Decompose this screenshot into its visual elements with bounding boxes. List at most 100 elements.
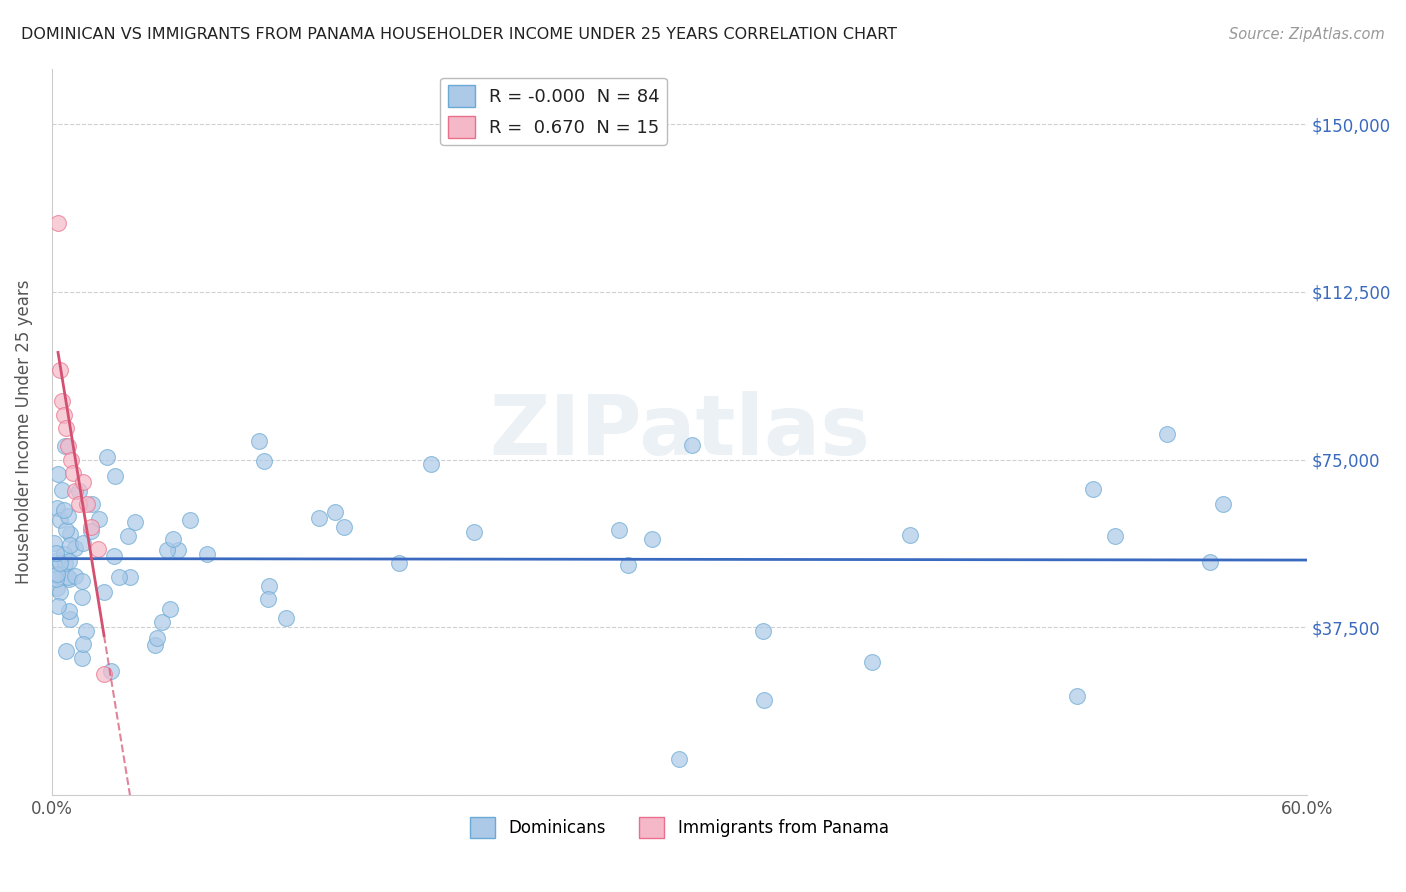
Point xyxy=(51,394,73,409)
Point xyxy=(46,467,69,482)
Point xyxy=(46,216,69,230)
Point xyxy=(70,591,93,605)
Legend: Dominicans, Immigrants from Panama: Dominicans, Immigrants from Panama xyxy=(464,811,896,845)
Point xyxy=(46,553,69,567)
Point xyxy=(55,644,77,658)
Point xyxy=(1104,529,1126,543)
Point xyxy=(257,592,280,607)
Point xyxy=(179,513,201,527)
Point xyxy=(56,509,79,524)
Point xyxy=(607,523,630,537)
Point xyxy=(463,524,485,539)
Point xyxy=(46,500,69,515)
Point xyxy=(159,602,181,616)
Point xyxy=(80,519,103,533)
Point xyxy=(56,570,79,584)
Y-axis label: Householder Income Under 25 years: Householder Income Under 25 years xyxy=(15,279,32,584)
Point xyxy=(249,434,271,449)
Point xyxy=(252,453,274,467)
Point xyxy=(387,556,409,570)
Point xyxy=(156,542,179,557)
Point xyxy=(59,612,82,626)
Point xyxy=(59,452,82,467)
Point xyxy=(46,566,69,581)
Point xyxy=(48,557,70,571)
Point xyxy=(44,536,66,550)
Point xyxy=(108,570,131,584)
Point xyxy=(58,604,80,618)
Point xyxy=(751,624,773,638)
Point xyxy=(754,693,776,707)
Point xyxy=(681,438,703,452)
Point xyxy=(146,631,169,645)
Point xyxy=(58,439,80,453)
Point xyxy=(93,585,115,599)
Point xyxy=(45,546,67,560)
Point xyxy=(62,466,84,480)
Point xyxy=(616,558,638,572)
Point xyxy=(124,515,146,529)
Point xyxy=(76,497,98,511)
Point xyxy=(640,533,662,547)
Point xyxy=(93,667,115,681)
Point xyxy=(898,528,921,542)
Point xyxy=(63,568,86,582)
Point xyxy=(58,554,80,568)
Point xyxy=(55,421,77,435)
Point xyxy=(67,484,90,499)
Point xyxy=(63,483,86,498)
Point xyxy=(104,469,127,483)
Point xyxy=(53,439,76,453)
Point xyxy=(53,502,76,516)
Point xyxy=(1156,427,1178,442)
Point xyxy=(1066,690,1088,704)
Point xyxy=(167,542,190,557)
Point xyxy=(48,599,70,614)
Point xyxy=(308,511,330,525)
Point xyxy=(96,450,118,465)
Point xyxy=(257,579,280,593)
Point xyxy=(100,664,122,678)
Point xyxy=(45,572,67,586)
Point xyxy=(82,497,104,511)
Point xyxy=(46,581,69,595)
Point xyxy=(72,637,94,651)
Point xyxy=(70,650,93,665)
Point xyxy=(80,524,103,538)
Point xyxy=(323,505,346,519)
Point xyxy=(59,526,82,541)
Point xyxy=(53,547,76,561)
Point xyxy=(150,615,173,629)
Point xyxy=(87,541,110,556)
Point xyxy=(103,549,125,563)
Point xyxy=(59,538,82,552)
Point xyxy=(53,408,76,422)
Point xyxy=(117,528,139,542)
Point xyxy=(49,585,72,599)
Point xyxy=(1212,497,1234,511)
Point xyxy=(72,536,94,550)
Text: DOMINICAN VS IMMIGRANTS FROM PANAMA HOUSEHOLDER INCOME UNDER 25 YEARS CORRELATIO: DOMINICAN VS IMMIGRANTS FROM PANAMA HOUS… xyxy=(21,27,897,42)
Point xyxy=(75,624,97,639)
Point xyxy=(276,610,298,624)
Point xyxy=(48,513,70,527)
Text: ZIPatlas: ZIPatlas xyxy=(489,391,870,472)
Point xyxy=(419,457,441,471)
Point xyxy=(45,568,67,582)
Text: Source: ZipAtlas.com: Source: ZipAtlas.com xyxy=(1229,27,1385,42)
Point xyxy=(55,524,77,538)
Point xyxy=(118,570,141,584)
Point xyxy=(862,656,884,670)
Point xyxy=(1081,483,1104,497)
Point xyxy=(162,533,184,547)
Point xyxy=(668,752,690,766)
Point xyxy=(63,541,86,556)
Point xyxy=(53,557,76,571)
Point xyxy=(51,483,73,497)
Point xyxy=(87,512,110,526)
Point xyxy=(67,497,90,511)
Point xyxy=(143,638,166,652)
Point xyxy=(49,363,72,377)
Point xyxy=(1199,555,1222,569)
Point xyxy=(72,475,94,489)
